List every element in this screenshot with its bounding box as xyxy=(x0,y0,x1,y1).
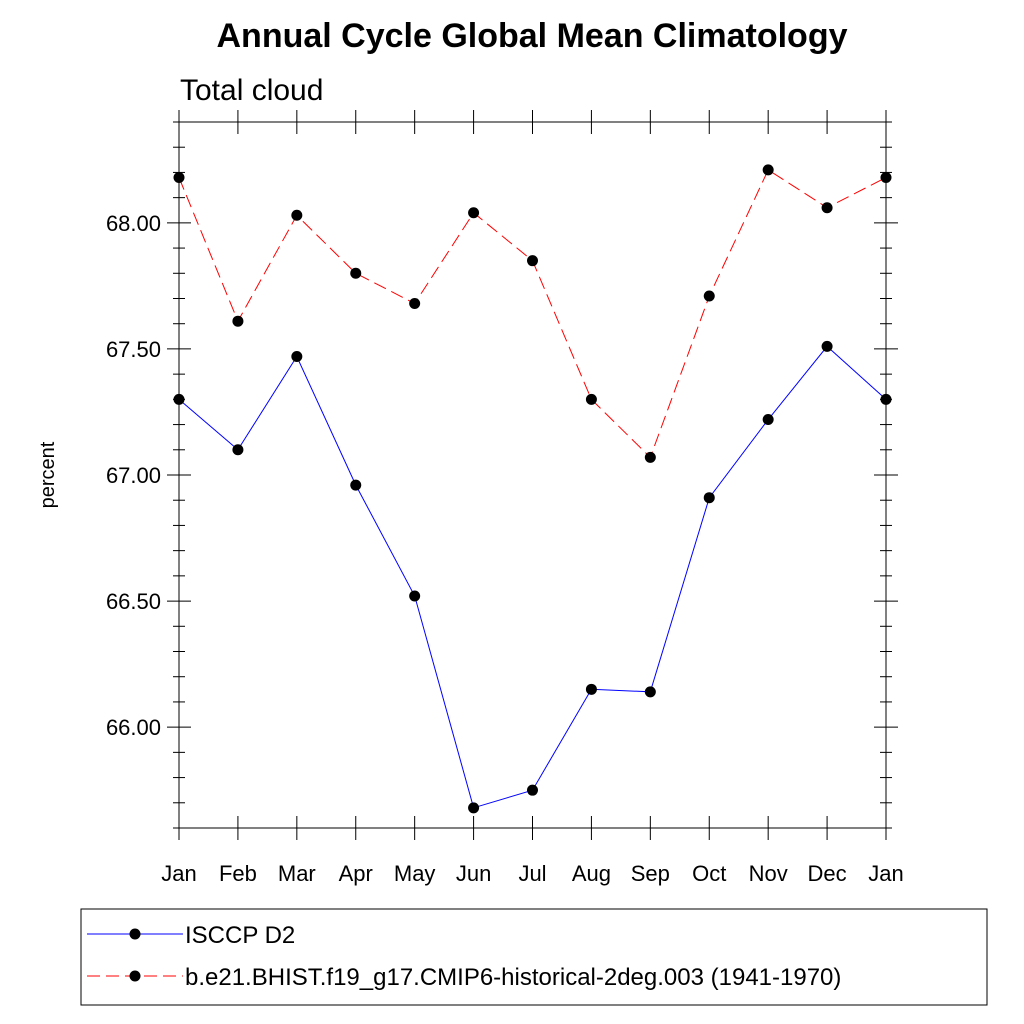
data-point-isccp xyxy=(409,590,421,602)
data-point-model xyxy=(703,290,715,302)
data-point-isccp xyxy=(821,340,833,352)
x-tick-label: Nov xyxy=(749,861,788,886)
x-tick-label: Sep xyxy=(631,861,670,886)
y-tick-label: 67.50 xyxy=(106,337,161,362)
data-point-isccp xyxy=(703,492,715,504)
data-point-model xyxy=(232,315,244,327)
x-tick-label: Apr xyxy=(339,861,373,886)
legend-label-model: b.e21.BHIST.f19_g17.CMIP6-historical-2de… xyxy=(185,964,841,991)
data-point-isccp xyxy=(880,393,892,405)
axis-ticks: 66.00 66.50 67.00 67.50 68.00 Jan Feb Mar Apr May… xyxy=(106,110,904,886)
data-point-model xyxy=(173,171,185,183)
data-point-isccp xyxy=(585,683,597,695)
data-point-isccp xyxy=(350,479,362,491)
x-tick-label: Jun xyxy=(456,861,491,886)
legend-marker-isccp xyxy=(129,928,141,940)
chart-subtitle: Total cloud xyxy=(180,74,323,107)
data-point-model xyxy=(409,298,421,310)
x-tick-label: Jul xyxy=(518,861,546,886)
data-point-isccp xyxy=(527,784,538,796)
legend-label-isccp: ISCCP D2 xyxy=(185,922,295,949)
data-point-isccp xyxy=(762,414,774,426)
data-point-isccp xyxy=(232,444,244,456)
chart-title: Annual Cycle Global Mean Climatology xyxy=(217,17,848,55)
y-tick-label: 66.00 xyxy=(106,715,161,740)
y-tick-label: 67.00 xyxy=(106,463,161,488)
y-tick-label: 66.50 xyxy=(106,589,161,614)
data-point-model xyxy=(821,202,833,214)
series-layer xyxy=(173,164,892,814)
y-axis-label: percent xyxy=(37,441,59,508)
x-tick-label: Jan xyxy=(868,861,903,886)
x-tick-label: Jan xyxy=(161,861,196,886)
legend-marker-model xyxy=(129,970,141,982)
data-point-model xyxy=(585,393,597,405)
data-point-isccp xyxy=(291,350,303,362)
x-tick-label: Mar xyxy=(278,861,316,886)
data-point-model xyxy=(644,451,656,463)
series-line-model xyxy=(178,169,887,459)
data-point-isccp xyxy=(173,393,185,405)
x-tick-label: Feb xyxy=(219,861,257,886)
data-point-model xyxy=(762,164,774,176)
data-point-isccp xyxy=(468,802,480,814)
data-point-model xyxy=(291,209,303,221)
x-tick-label: Aug xyxy=(572,861,611,886)
data-point-model xyxy=(350,267,362,279)
plot-frame xyxy=(178,121,887,829)
plot-border xyxy=(178,121,887,829)
x-tick-label: Dec xyxy=(808,861,847,886)
data-point-isccp xyxy=(644,686,656,698)
legend: ISCCP D2 b.e21.BHIST.f19_g17.CMIP6-histo… xyxy=(80,908,988,1006)
series-line-isccp xyxy=(178,345,887,809)
data-point-model xyxy=(468,207,480,219)
x-tick-label: May xyxy=(394,861,436,886)
data-point-model xyxy=(527,255,538,267)
x-tick-label: Oct xyxy=(692,861,726,886)
data-point-model xyxy=(880,171,892,183)
y-tick-label: 68.00 xyxy=(106,211,161,236)
legend-box xyxy=(80,908,988,1006)
